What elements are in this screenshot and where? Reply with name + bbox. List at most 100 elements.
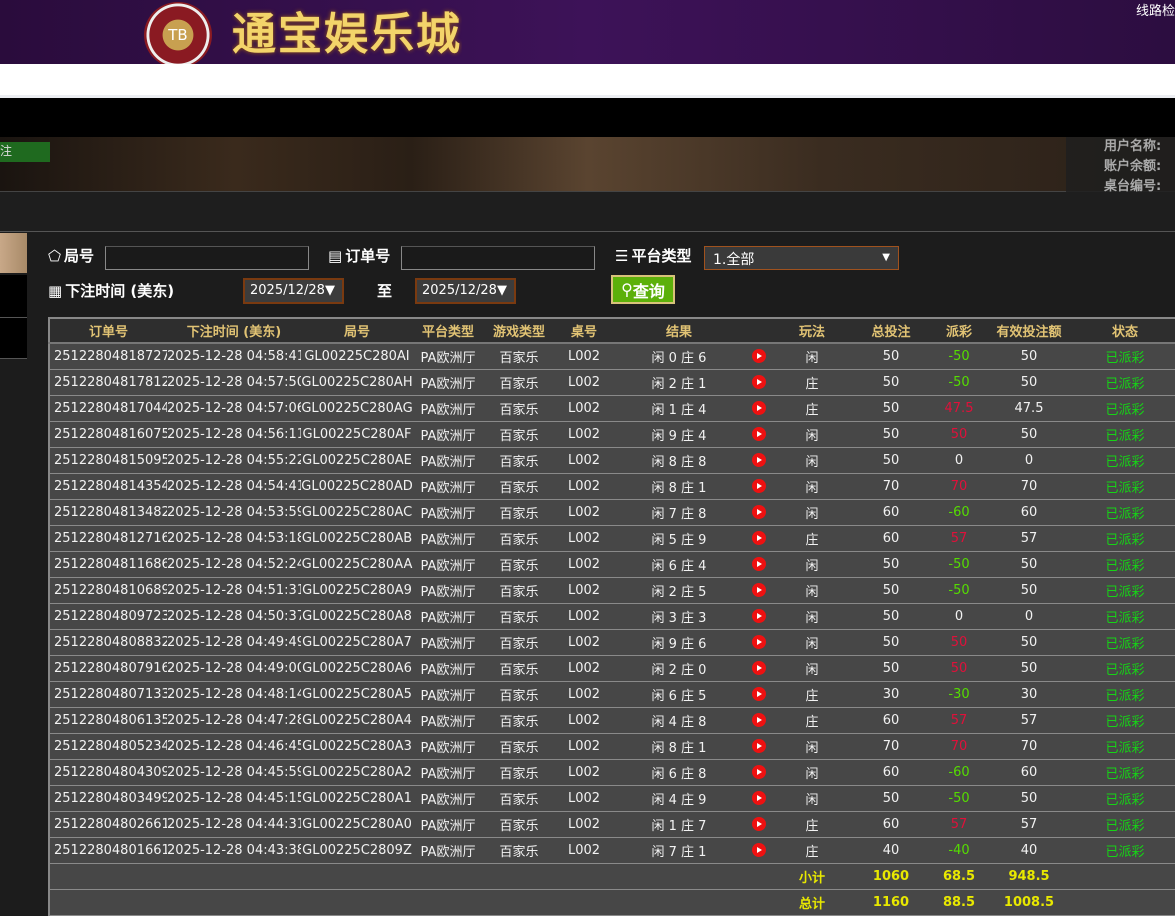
play-video-icon[interactable] [752, 557, 766, 571]
play-video-icon[interactable] [752, 583, 766, 597]
empty-cell [555, 863, 613, 890]
round-id: GL00225C280AH [301, 369, 413, 396]
logo-chip: TB [144, 2, 212, 68]
round-id: GL00225C280A8 [301, 603, 413, 630]
table-id: L002 [555, 785, 613, 812]
table-id: L002 [555, 473, 613, 500]
play-video-icon[interactable] [752, 479, 766, 493]
table-id: L002 [555, 343, 613, 370]
clipboard-icon: ▤ [328, 246, 343, 265]
replay-cell [745, 629, 773, 656]
valid-bet: 50 [987, 785, 1071, 812]
platform: PA欧洲厅 [413, 447, 483, 474]
total-bet: 40 [851, 837, 931, 864]
bet-indicator: 注 [0, 142, 50, 162]
round-id: GL00225C280A5 [301, 681, 413, 708]
valid-bet: 0 [987, 603, 1071, 630]
empty-cell [483, 863, 555, 890]
status: 已派彩 [1071, 473, 1175, 500]
round-id: GL00225C280AE [301, 447, 413, 474]
payout: -50 [931, 369, 987, 396]
sidebar-tab-active[interactable] [0, 233, 27, 273]
round-id: GL00225C280AB [301, 525, 413, 552]
platform: PA欧洲厅 [413, 733, 483, 760]
game-type: 百家乐 [483, 785, 555, 812]
replay-cell [745, 759, 773, 786]
replay-cell [745, 837, 773, 864]
play-type: 庄 [773, 369, 851, 396]
status: 已派彩 [1071, 759, 1175, 786]
game-type: 百家乐 [483, 603, 555, 630]
payout: 0 [931, 603, 987, 630]
payout: -60 [931, 499, 987, 526]
play-video-icon[interactable] [752, 765, 766, 779]
play-video-icon[interactable] [752, 609, 766, 623]
table-row: 251228048016613 2025-12-28 04:43:38 GL0022… [49, 837, 1175, 864]
subtotal-label: 小计 [773, 863, 851, 890]
play-video-icon[interactable] [752, 635, 766, 649]
table-id: L002 [555, 811, 613, 838]
result: 闲 2 庄 5 [613, 577, 745, 604]
total-bet: 50 [851, 447, 931, 474]
play-video-icon[interactable] [752, 505, 766, 519]
play-video-icon[interactable] [752, 843, 766, 857]
platform: PA欧洲厅 [413, 681, 483, 708]
table-row: 251228048150958 2025-12-28 04:55:22 GL0022… [49, 447, 1175, 474]
play-video-icon[interactable] [752, 687, 766, 701]
play-video-icon[interactable] [752, 713, 766, 727]
empty-cell [483, 889, 555, 916]
play-video-icon[interactable] [752, 817, 766, 831]
column-header: 下注时间 (美东) [167, 318, 301, 344]
result: 闲 1 庄 7 [613, 811, 745, 838]
game-type: 百家乐 [483, 577, 555, 604]
status: 已派彩 [1071, 421, 1175, 448]
replay-cell [745, 785, 773, 812]
query-button[interactable]: ⚲ 查询 [611, 275, 675, 304]
valid-bet: 50 [987, 551, 1071, 578]
game-type: 百家乐 [483, 421, 555, 448]
table-id: L002 [555, 629, 613, 656]
date-from-picker[interactable]: 2025/12/28▼ [243, 278, 344, 304]
play-video-icon[interactable] [752, 375, 766, 389]
play-video-icon[interactable] [752, 661, 766, 675]
order-id: 251228048170440 [49, 395, 167, 422]
table-id: L002 [555, 681, 613, 708]
empty-cell [613, 863, 745, 890]
play-video-icon[interactable] [752, 349, 766, 364]
column-header [745, 318, 773, 344]
play-video-icon[interactable] [752, 453, 766, 467]
table-row: 251228048178125 2025-12-28 04:57:50 GL0022… [49, 369, 1175, 396]
bet-time: 2025-12-28 04:43:38 [167, 837, 301, 864]
play-type: 庄 [773, 395, 851, 422]
empty-cell [1071, 889, 1175, 916]
play-type: 闲 [773, 551, 851, 578]
total-bet: 50 [851, 551, 931, 578]
platform: PA欧洲厅 [413, 343, 483, 370]
valid-bet: 60 [987, 759, 1071, 786]
play-video-icon[interactable] [752, 427, 766, 441]
status: 已派彩 [1071, 447, 1175, 474]
play-type: 闲 [773, 447, 851, 474]
play-video-icon[interactable] [752, 791, 766, 805]
play-type: 闲 [773, 785, 851, 812]
table-row: 251228048061358 2025-12-28 04:47:28 GL0022… [49, 707, 1175, 734]
order-input[interactable] [401, 246, 595, 270]
table-id: L002 [555, 551, 613, 578]
empty-cell [49, 889, 167, 916]
round-input[interactable] [105, 246, 309, 270]
play-video-icon[interactable] [752, 531, 766, 545]
play-video-icon[interactable] [752, 739, 766, 753]
empty-cell [413, 889, 483, 916]
result: 闲 8 庄 1 [613, 733, 745, 760]
status: 已派彩 [1071, 837, 1175, 864]
route-check-link[interactable]: 线路检 [1135, 4, 1175, 19]
round-id: GL00225C280A7 [301, 629, 413, 656]
order-id: 251228048043097 [49, 759, 167, 786]
play-video-icon[interactable] [752, 401, 766, 415]
table-id: L002 [555, 525, 613, 552]
round-id: GL00225C280AC [301, 499, 413, 526]
result: 闲 9 庄 6 [613, 629, 745, 656]
platform-select[interactable]: 1.全部 ▼ [704, 246, 899, 270]
date-to-picker[interactable]: 2025/12/28▼ [415, 278, 516, 304]
round-id: GL00225C280AG [301, 395, 413, 422]
